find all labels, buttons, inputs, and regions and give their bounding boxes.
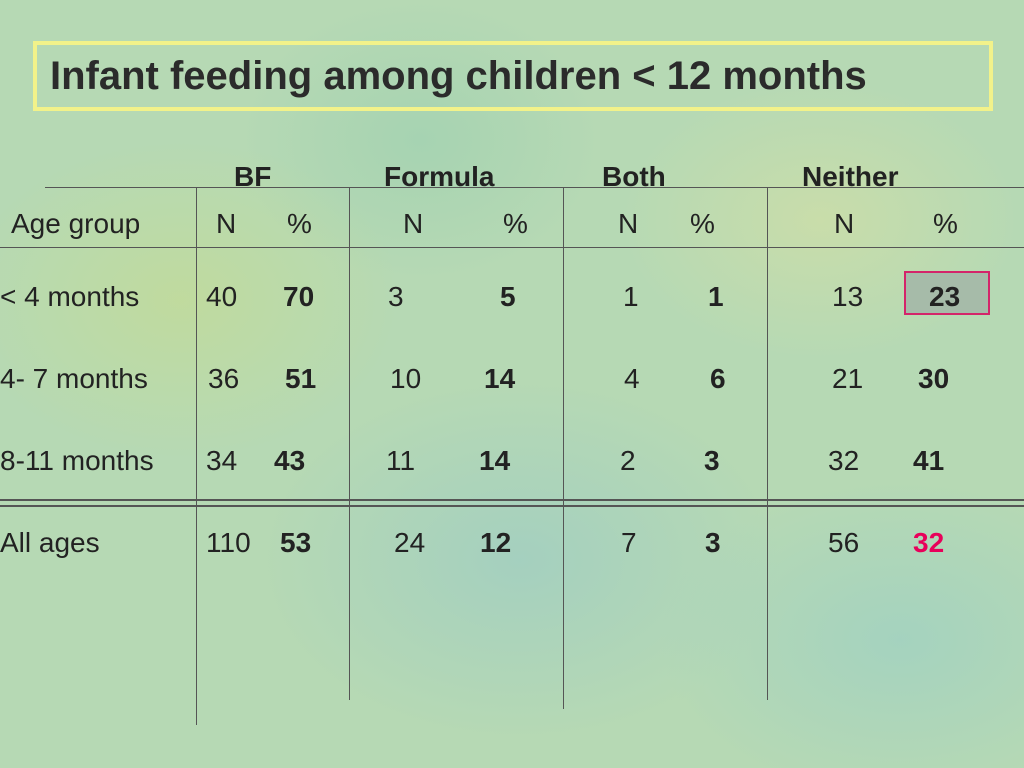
- cell-formula-n: 11: [386, 445, 416, 476]
- cell-formula-pct: 14: [484, 363, 516, 394]
- highlight-box: [904, 271, 990, 315]
- cell-bf-pct: 51: [285, 363, 317, 394]
- cell-neither-pct: 30: [918, 363, 950, 394]
- header-neither: Neither: [802, 161, 899, 192]
- column-divider: [349, 187, 350, 700]
- header-formula: Formula: [384, 161, 495, 192]
- header-both: Both: [602, 161, 666, 192]
- subheader-pct: %: [503, 208, 528, 239]
- cell-both-n: 2: [620, 445, 636, 476]
- cell-bf-pct: 43: [274, 445, 306, 476]
- subheader-n: N: [403, 208, 424, 239]
- row-label: < 4 months: [0, 281, 140, 312]
- cell-both-n: 4: [624, 363, 640, 394]
- total-rule-lower: [0, 505, 1024, 507]
- cell-neither-n: 32: [828, 445, 860, 476]
- cell-bf-n: 36: [208, 363, 240, 394]
- total-formula-n: 24: [394, 527, 426, 558]
- cell-bf-n: 34: [206, 445, 238, 476]
- cell-neither-n: 13: [832, 281, 864, 312]
- row-label: 4- 7 months: [0, 363, 148, 394]
- total-both-pct: 3: [705, 527, 721, 558]
- total-rule-upper: [0, 499, 1024, 501]
- cell-bf-pct: 70: [283, 281, 315, 312]
- cell-formula-n: 3: [388, 281, 404, 312]
- title-box: Infant feeding among children < 12 month…: [33, 41, 993, 111]
- subheader-n: N: [834, 208, 855, 239]
- column-divider: [767, 187, 768, 700]
- cell-both-pct: 6: [710, 363, 726, 394]
- cell-neither-n: 21: [832, 363, 864, 394]
- row-label: 8-11 months: [0, 445, 154, 476]
- subheader-n: N: [216, 208, 237, 239]
- cell-bf-n: 40: [206, 281, 238, 312]
- subheader-n: N: [618, 208, 639, 239]
- cell-both-pct: 1: [708, 281, 724, 312]
- total-neither-pct-emphasized: 32: [913, 527, 945, 558]
- cell-formula-pct: 5: [500, 281, 516, 312]
- cell-formula-pct: 14: [479, 445, 511, 476]
- total-formula-pct: 12: [480, 527, 512, 558]
- total-neither-n: 56: [828, 527, 860, 558]
- header-top-rule: [45, 187, 1024, 188]
- header-bf: BF: [234, 161, 272, 192]
- cell-neither-pct-highlighted: 23: [929, 281, 961, 312]
- column-divider: [196, 187, 197, 725]
- cell-neither-pct: 41: [913, 445, 945, 476]
- cell-both-n: 1: [623, 281, 639, 312]
- header-bottom-rule: [0, 247, 1024, 248]
- total-both-n: 7: [621, 527, 637, 558]
- total-label: All ages: [0, 527, 100, 558]
- subheader-pct: %: [287, 208, 312, 239]
- column-divider: [563, 187, 564, 709]
- cell-formula-n: 10: [390, 363, 422, 394]
- age-group-header: Age group: [11, 208, 141, 239]
- subheader-pct: %: [690, 208, 715, 239]
- total-bf-n: 110: [206, 527, 251, 558]
- cell-both-pct: 3: [704, 445, 720, 476]
- subheader-pct: %: [933, 208, 958, 239]
- slide-title: Infant feeding among children < 12 month…: [50, 53, 867, 98]
- total-bf-pct: 53: [280, 527, 312, 558]
